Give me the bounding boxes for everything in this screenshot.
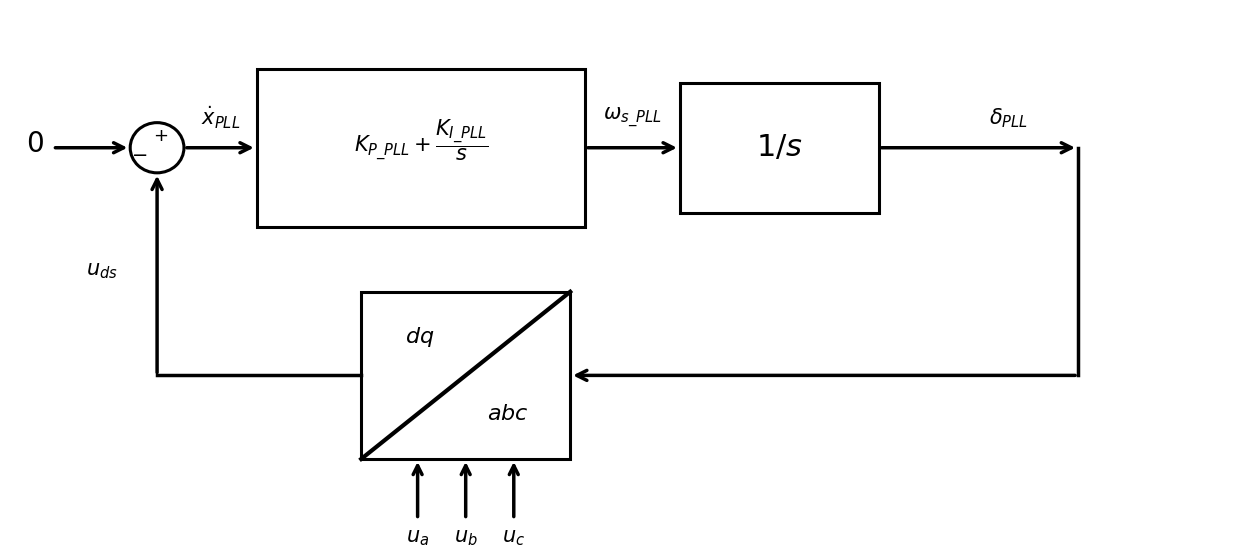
Text: $u_a$: $u_a$ xyxy=(405,528,429,546)
Text: $K_{P\_PLL}+\dfrac{K_{I\_PLL}}{s}$: $K_{P\_PLL}+\dfrac{K_{I\_PLL}}{s}$ xyxy=(353,117,489,163)
Text: $\delta_{PLL}$: $\delta_{PLL}$ xyxy=(988,106,1028,130)
Text: $dq$: $dq$ xyxy=(405,325,434,349)
Text: $u_{ds}$: $u_{ds}$ xyxy=(87,261,118,281)
Text: $1/s$: $1/s$ xyxy=(756,133,802,162)
Text: $\omega_{s\_PLL}$: $\omega_{s\_PLL}$ xyxy=(603,106,662,130)
Text: $+$: $+$ xyxy=(153,127,167,145)
Bar xyxy=(257,69,585,227)
Text: $abc$: $abc$ xyxy=(486,404,528,424)
Text: $0$: $0$ xyxy=(26,130,43,158)
Text: $u_c$: $u_c$ xyxy=(502,528,526,546)
Text: $-$: $-$ xyxy=(131,144,148,163)
Text: $\dot{x}_{PLL}$: $\dot{x}_{PLL}$ xyxy=(201,105,241,131)
Bar xyxy=(680,82,879,213)
Text: $u_b$: $u_b$ xyxy=(454,528,477,546)
Bar xyxy=(361,292,570,459)
